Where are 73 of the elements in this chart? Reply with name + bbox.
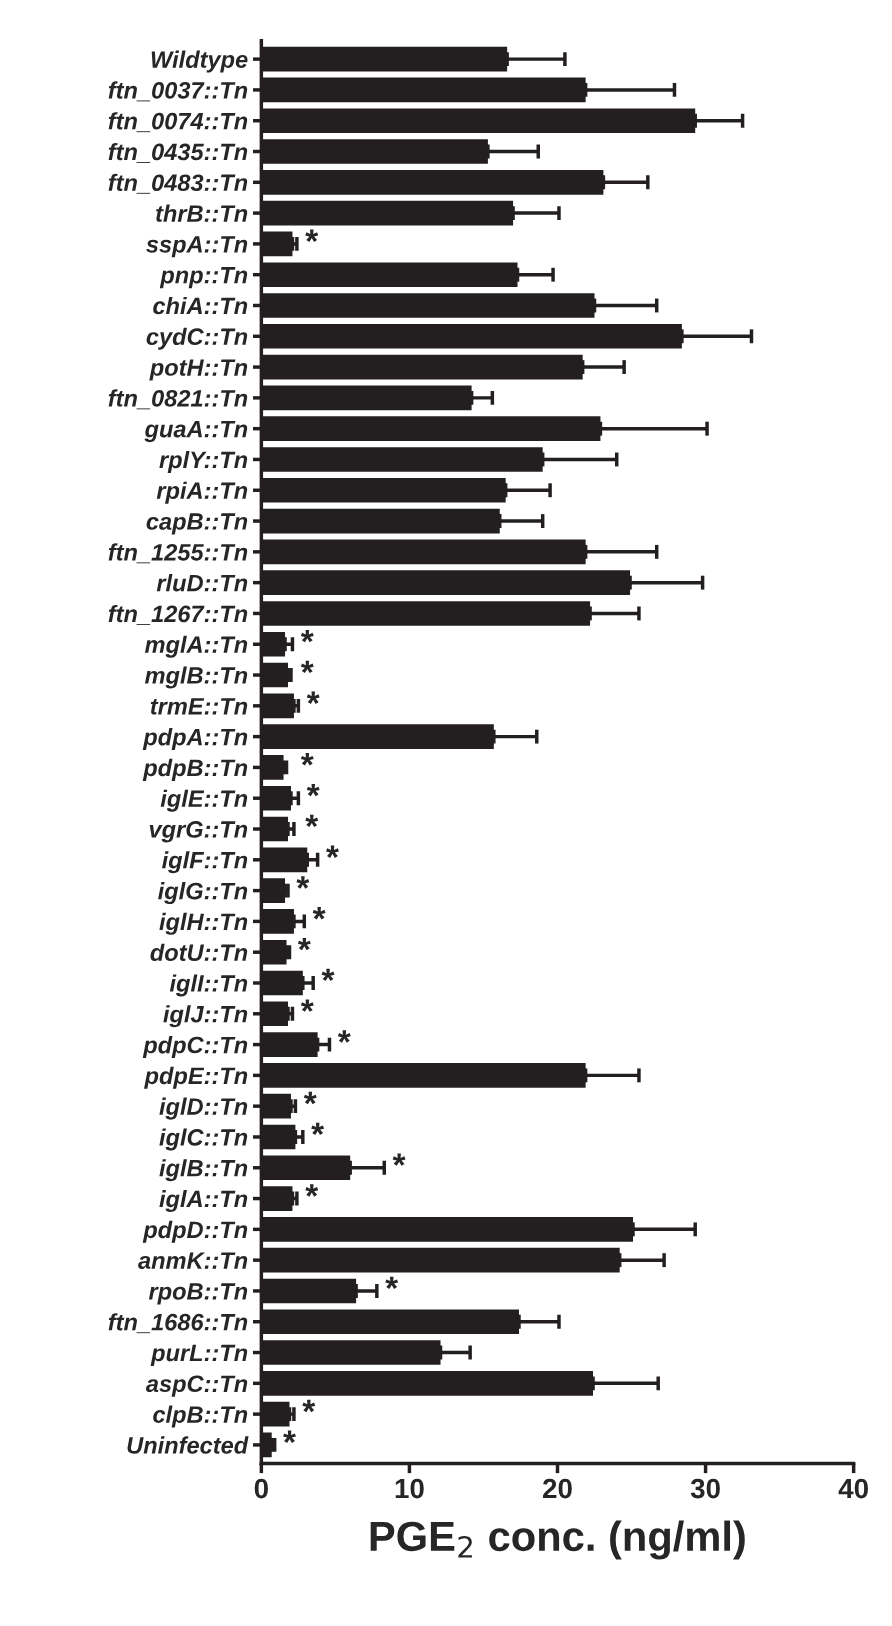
y-tick-label: clpB::Tn (153, 1405, 248, 1428)
x-tick-label: 40 (838, 1478, 868, 1499)
y-tick-label: rplY::Tn (159, 450, 248, 473)
y-tick-label: pnp::Tn (159, 267, 248, 289)
y-tick-label: iglI::Tn (169, 974, 248, 997)
y-tick-label: ftn_0037::Tn (108, 81, 248, 102)
y-tick-label: iglE::Tn (160, 789, 248, 812)
y-tick-label: iglJ::Tn (163, 1005, 248, 1028)
y-tick-label: chiA::Tn (153, 296, 248, 315)
y-tick-label: cydC::Tn (146, 327, 248, 350)
annotation: * (305, 1184, 319, 1197)
y-tick-label: ftn_0483::Tn (108, 173, 248, 194)
x-tick-label: 20 (543, 1478, 572, 1499)
annotation: * (326, 845, 339, 858)
y-tick-label: ftn_1686::Tn (108, 1313, 248, 1334)
annotation: * (306, 691, 320, 704)
annotation: * (312, 907, 326, 920)
annotation: * (306, 783, 320, 797)
y-tick-label: iglH::Tn (159, 912, 248, 935)
annotation: * (392, 1153, 406, 1166)
y-tick-label: pdpA::Tn (142, 728, 248, 751)
y-tick-label: ftn_0074::Tn (108, 112, 248, 133)
y-tick-label: ftn_1267::Tn (108, 604, 248, 625)
annotation: * (385, 1276, 399, 1290)
y-tick-label: Wildtype (151, 50, 248, 73)
y-tick-label: anmK::Tn (138, 1252, 248, 1269)
y-tick-label: thrB::Tn (156, 204, 248, 222)
y-tick-label: pdpB::Tn (142, 758, 248, 781)
y-tick-label: pdpC::Tn (142, 1036, 248, 1059)
y-tick-label: ftn_0821::Tn (108, 389, 248, 410)
annotation: * (303, 1091, 317, 1105)
y-tick-label: iglB::Tn (159, 1159, 248, 1182)
annotation: * (337, 1030, 351, 1043)
y-tick-label: rluD::Tn (156, 574, 248, 592)
y-tick-label: rpiA::Tn (156, 481, 248, 504)
annotation: * (305, 814, 319, 828)
annotation: * (302, 1399, 316, 1413)
y-tick-label: mglA::Tn (144, 635, 248, 658)
annotation: * (311, 1122, 325, 1136)
annotation: * (300, 999, 314, 1012)
y-tick-label: iglD::Tn (159, 1097, 248, 1120)
y-tick-label: iglA::Tn (159, 1190, 248, 1213)
y-tick-label: sspA::Tn (146, 236, 248, 258)
annotation: * (305, 229, 319, 242)
y-tick-label: ftn_0435::Tn (108, 142, 248, 163)
y-tick-label: mglB::Tn (144, 666, 248, 689)
x-tick-label: 30 (690, 1478, 720, 1499)
y-tick-label: rpoB::Tn (148, 1283, 248, 1305)
y-tick-label: iglC::Tn (159, 1128, 248, 1151)
y-tick-label: capB::Tn (146, 513, 248, 535)
y-tick-label: Uninfected (127, 1436, 249, 1454)
x-axis-title: PGE$_{2}$ conc. (ng/ml) (370, 1520, 745, 1560)
annotation: * (296, 876, 310, 889)
y-tick-label: dotU::Tn (150, 943, 248, 961)
annotation: * (297, 937, 311, 951)
y-tick-label: aspC::Tn (145, 1375, 248, 1397)
y-tick-label: guaA::Tn (144, 420, 248, 443)
annotation: * (321, 968, 335, 982)
y-tick-label: vgrG::Tn (149, 821, 248, 843)
x-tick-label: 0 (254, 1478, 268, 1499)
annotation: * (300, 660, 314, 674)
y-tick-label: potH::Tn (149, 359, 248, 381)
annotation: * (300, 629, 314, 643)
y-tick-label: iglG::Tn (158, 882, 248, 905)
y-tick-label: purL::Tn (150, 1344, 248, 1366)
annotation: * (283, 1430, 296, 1444)
y-tick-label: iglF::Tn (162, 851, 248, 874)
y-tick-label: pdpD::Tn (142, 1220, 248, 1243)
y-tick-label: ftn_1255::Tn (108, 543, 248, 564)
y-tick-label: trmE::Tn (150, 698, 248, 715)
x-tick-label: 10 (395, 1478, 424, 1499)
y-tick-label: pdpE::Tn (144, 1066, 248, 1089)
annotation: * (300, 753, 314, 766)
